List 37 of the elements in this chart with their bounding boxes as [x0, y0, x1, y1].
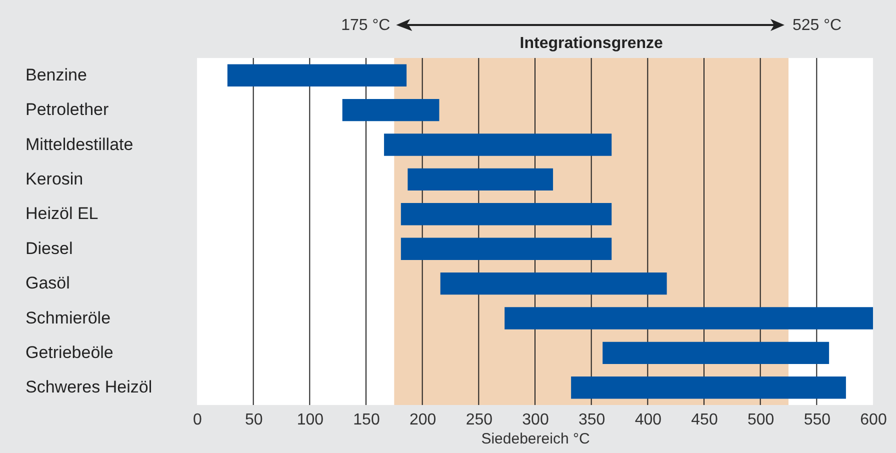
y-tick-label: Benzine — [26, 65, 87, 84]
x-tick-label: 550 — [804, 412, 831, 428]
bar — [400, 238, 612, 260]
y-tick-label: Schmieröle — [26, 308, 111, 328]
bar — [504, 307, 873, 330]
x-tick-label: 50 — [244, 412, 263, 428]
bar — [400, 203, 612, 226]
bar — [440, 272, 667, 295]
x-tick-label: 200 — [409, 412, 436, 428]
bar — [384, 134, 612, 156]
x-tick-label: 150 — [353, 412, 380, 428]
x-tick-label: 100 — [296, 412, 324, 428]
y-tick-label: Kerosin — [26, 169, 84, 188]
bar — [342, 98, 440, 122]
x-tick-label: 250 — [466, 412, 493, 428]
bar — [408, 168, 554, 191]
y-tick-label: Gasöl — [26, 274, 70, 293]
x-tick-label: 350 — [578, 412, 606, 428]
x-axis-title: Siedebereich °C — [481, 430, 590, 448]
y-tick-label: Diesel — [26, 238, 73, 258]
x-tick-label: 600 — [860, 412, 887, 428]
y-tick-label: Petrolether — [26, 100, 109, 120]
text: 525 °C — [792, 17, 842, 34]
x-tick-label: 300 — [522, 412, 549, 428]
bar — [571, 376, 846, 399]
bar — [602, 342, 830, 364]
x-tick-label: 450 — [691, 412, 718, 428]
x-tick-label: 400 — [634, 412, 662, 428]
y-tick-label: Schweres Heizöl — [26, 378, 152, 397]
text: 175 °C — [341, 17, 390, 34]
x-tick-label: 0 — [193, 412, 202, 428]
y-tick-label: Heizöl EL — [26, 204, 98, 224]
y-tick-label: Getriebeöle — [26, 342, 114, 362]
y-tick-label: Mitteldestillate — [26, 134, 134, 154]
band-label: Integrationsgrenze — [520, 35, 663, 52]
bar — [227, 64, 407, 86]
x-tick-label: 500 — [747, 412, 774, 428]
